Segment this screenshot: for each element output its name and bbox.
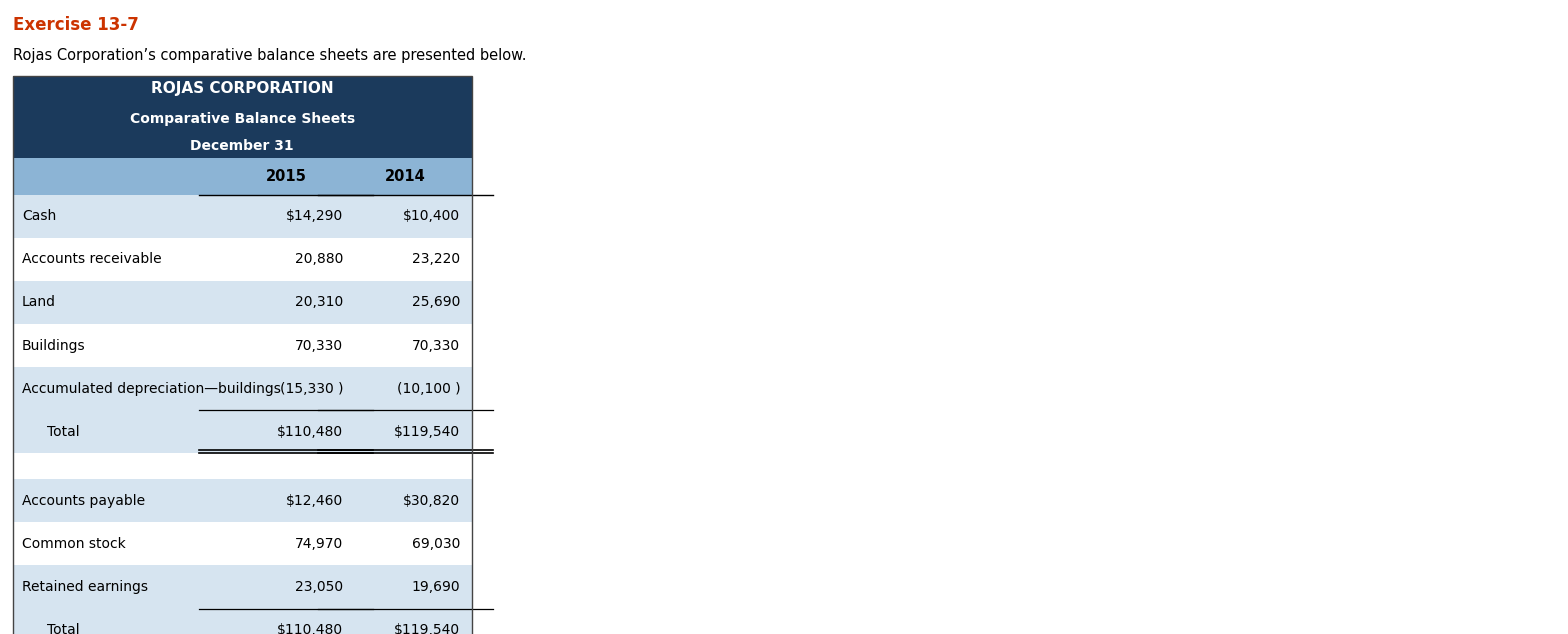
Text: 25,690: 25,690 bbox=[412, 295, 461, 309]
Text: 19,690: 19,690 bbox=[412, 580, 461, 594]
FancyBboxPatch shape bbox=[13, 410, 472, 453]
FancyBboxPatch shape bbox=[13, 76, 472, 158]
Text: (15,330 ): (15,330 ) bbox=[279, 382, 343, 396]
Text: Accumulated depreciation—buildings: Accumulated depreciation—buildings bbox=[22, 382, 281, 396]
Text: 23,050: 23,050 bbox=[295, 580, 343, 594]
FancyBboxPatch shape bbox=[13, 522, 472, 566]
FancyBboxPatch shape bbox=[13, 479, 472, 522]
FancyBboxPatch shape bbox=[13, 566, 472, 609]
Text: 74,970: 74,970 bbox=[295, 537, 343, 551]
Text: 70,330: 70,330 bbox=[295, 339, 343, 353]
Text: ROJAS CORPORATION: ROJAS CORPORATION bbox=[151, 81, 334, 96]
Text: 2015: 2015 bbox=[265, 169, 306, 184]
Text: December 31: December 31 bbox=[190, 139, 295, 153]
Text: 70,330: 70,330 bbox=[412, 339, 461, 353]
Text: Total: Total bbox=[47, 623, 80, 634]
FancyBboxPatch shape bbox=[13, 238, 472, 281]
Text: Accounts payable: Accounts payable bbox=[22, 494, 146, 508]
Text: Retained earnings: Retained earnings bbox=[22, 580, 147, 594]
Text: $30,820: $30,820 bbox=[403, 494, 461, 508]
Text: Comparative Balance Sheets: Comparative Balance Sheets bbox=[130, 112, 354, 126]
Text: $110,480: $110,480 bbox=[278, 623, 343, 634]
Text: Common stock: Common stock bbox=[22, 537, 125, 551]
Text: 20,310: 20,310 bbox=[295, 295, 343, 309]
Text: $12,460: $12,460 bbox=[285, 494, 343, 508]
FancyBboxPatch shape bbox=[13, 367, 472, 410]
Text: Buildings: Buildings bbox=[22, 339, 86, 353]
FancyBboxPatch shape bbox=[13, 195, 472, 238]
Text: $14,290: $14,290 bbox=[285, 209, 343, 223]
FancyBboxPatch shape bbox=[13, 158, 472, 195]
Text: Rojas Corporation’s comparative balance sheets are presented below.: Rojas Corporation’s comparative balance … bbox=[13, 48, 525, 63]
Text: $110,480: $110,480 bbox=[278, 425, 343, 439]
Text: $119,540: $119,540 bbox=[395, 425, 461, 439]
Text: $119,540: $119,540 bbox=[395, 623, 461, 634]
Text: Total: Total bbox=[47, 425, 80, 439]
Text: 20,880: 20,880 bbox=[295, 252, 343, 266]
FancyBboxPatch shape bbox=[13, 609, 472, 634]
Text: 2014: 2014 bbox=[386, 169, 426, 184]
Text: (10,100 ): (10,100 ) bbox=[397, 382, 461, 396]
Text: Cash: Cash bbox=[22, 209, 56, 223]
Text: 23,220: 23,220 bbox=[412, 252, 461, 266]
Text: Land: Land bbox=[22, 295, 56, 309]
Text: 69,030: 69,030 bbox=[412, 537, 461, 551]
Text: Accounts receivable: Accounts receivable bbox=[22, 252, 162, 266]
Text: $10,400: $10,400 bbox=[403, 209, 461, 223]
FancyBboxPatch shape bbox=[13, 453, 472, 479]
Text: Exercise 13-7: Exercise 13-7 bbox=[13, 16, 138, 34]
FancyBboxPatch shape bbox=[13, 281, 472, 324]
FancyBboxPatch shape bbox=[13, 324, 472, 367]
